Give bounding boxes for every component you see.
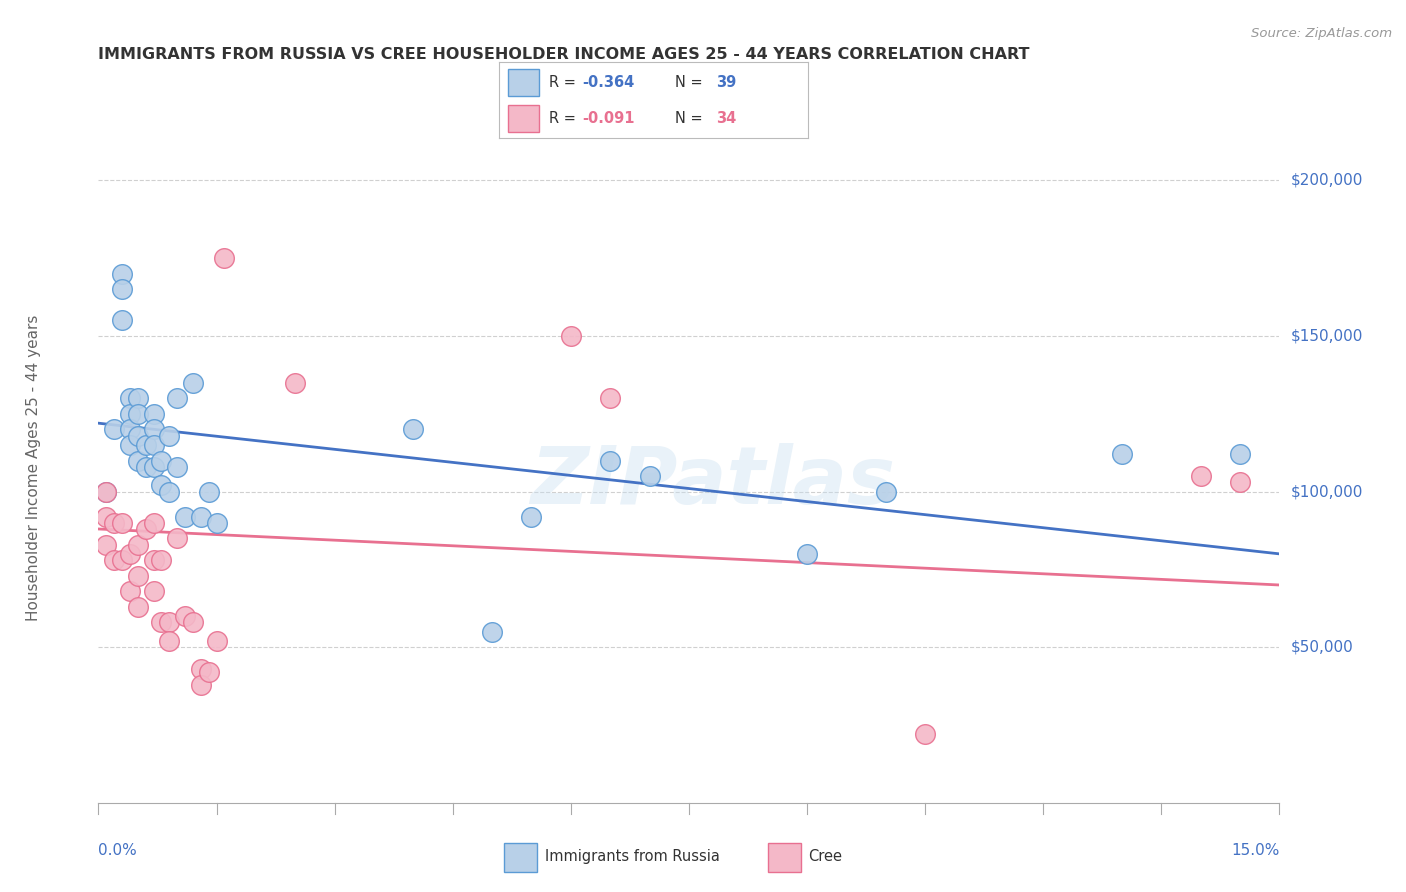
Point	[118, 438, 141, 452]
Point	[190, 662, 212, 676]
Text: R =: R =	[548, 111, 581, 126]
Point	[638, 469, 661, 483]
Point	[1111, 447, 1133, 461]
Point	[127, 453, 149, 467]
Point	[197, 665, 219, 679]
Point	[118, 422, 141, 436]
Point	[142, 407, 165, 421]
Point	[599, 453, 621, 467]
Text: $150,000: $150,000	[1291, 328, 1362, 343]
Point	[402, 422, 425, 436]
Point	[118, 584, 141, 599]
Point	[205, 634, 228, 648]
Point	[111, 282, 134, 296]
Point	[135, 438, 157, 452]
Point	[142, 516, 165, 530]
Point	[520, 509, 543, 524]
Text: N =: N =	[675, 111, 707, 126]
Point	[599, 392, 621, 406]
Point	[103, 422, 125, 436]
Point	[150, 478, 173, 492]
Point	[157, 484, 180, 499]
Text: $100,000: $100,000	[1291, 484, 1362, 500]
Point	[481, 624, 503, 639]
Point	[118, 407, 141, 421]
Point	[875, 484, 897, 499]
Point	[166, 531, 188, 545]
Text: IMMIGRANTS FROM RUSSIA VS CREE HOUSEHOLDER INCOME AGES 25 - 44 YEARS CORRELATION: IMMIGRANTS FROM RUSSIA VS CREE HOUSEHOLD…	[98, 47, 1031, 62]
Point	[127, 568, 149, 582]
Point	[157, 634, 180, 648]
Point	[214, 252, 236, 266]
Point	[190, 677, 212, 691]
Point	[796, 547, 818, 561]
Point	[127, 428, 149, 442]
Point	[150, 615, 173, 630]
Point	[190, 509, 212, 524]
Point	[166, 459, 188, 474]
Bar	[509, 105, 540, 132]
Text: 39: 39	[716, 75, 735, 90]
Point	[127, 407, 149, 421]
Point	[135, 459, 157, 474]
Point	[181, 376, 204, 390]
Point	[197, 484, 219, 499]
Point	[142, 584, 165, 599]
Point	[111, 313, 134, 327]
Point	[150, 553, 173, 567]
Point	[96, 509, 118, 524]
Bar	[509, 69, 540, 95]
Text: 34: 34	[716, 111, 735, 126]
Point	[96, 484, 118, 499]
Point	[560, 329, 582, 343]
Point	[127, 537, 149, 551]
Text: R =: R =	[548, 75, 581, 90]
Point	[142, 459, 165, 474]
Text: -0.091: -0.091	[582, 111, 636, 126]
Point	[205, 516, 228, 530]
Point	[174, 509, 197, 524]
Point	[103, 553, 125, 567]
Point	[142, 438, 165, 452]
Point	[118, 392, 141, 406]
Point	[1189, 469, 1212, 483]
Point	[103, 516, 125, 530]
Point	[1229, 475, 1251, 490]
Point	[181, 615, 204, 630]
Text: N =: N =	[675, 75, 707, 90]
Point	[118, 547, 141, 561]
Text: 15.0%: 15.0%	[1232, 843, 1279, 858]
Point	[111, 516, 134, 530]
Bar	[768, 843, 800, 872]
Point	[914, 727, 936, 741]
Point	[96, 537, 118, 551]
Text: ZIPatlas: ZIPatlas	[530, 442, 896, 521]
Text: Source: ZipAtlas.com: Source: ZipAtlas.com	[1251, 27, 1392, 40]
Point	[142, 553, 165, 567]
Text: $50,000: $50,000	[1291, 640, 1354, 655]
Point	[174, 609, 197, 624]
Point	[1229, 447, 1251, 461]
Point	[127, 392, 149, 406]
Point	[150, 453, 173, 467]
Point	[142, 422, 165, 436]
Text: -0.364: -0.364	[582, 75, 636, 90]
Text: Cree: Cree	[808, 849, 842, 863]
Point	[157, 428, 180, 442]
Bar	[505, 843, 537, 872]
Point	[284, 376, 307, 390]
Point	[96, 484, 118, 499]
Point	[135, 522, 157, 536]
Point	[166, 392, 188, 406]
Point	[111, 553, 134, 567]
Point	[157, 615, 180, 630]
Point	[127, 599, 149, 614]
Point	[111, 267, 134, 281]
Text: 0.0%: 0.0%	[98, 843, 138, 858]
Text: $200,000: $200,000	[1291, 173, 1362, 188]
Text: Householder Income Ages 25 - 44 years: Householder Income Ages 25 - 44 years	[25, 315, 41, 622]
Text: Immigrants from Russia: Immigrants from Russia	[546, 849, 720, 863]
